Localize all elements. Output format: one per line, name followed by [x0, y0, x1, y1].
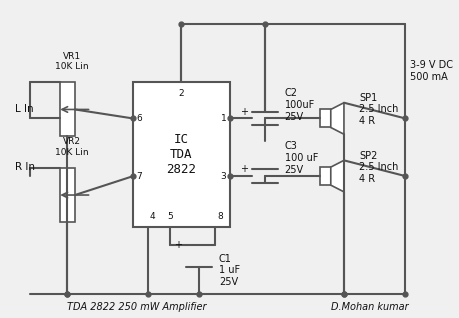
Bar — [319, 109, 330, 128]
Text: +: + — [240, 107, 248, 117]
Text: +: + — [240, 164, 248, 174]
Text: C2
100uF
25V: C2 100uF 25V — [284, 88, 314, 121]
Text: L In: L In — [15, 104, 33, 114]
Text: 2: 2 — [178, 89, 184, 98]
Text: TDA 2822 250 mW Amplifier: TDA 2822 250 mW Amplifier — [67, 302, 206, 312]
Text: 4: 4 — [150, 212, 155, 221]
Text: 3: 3 — [220, 172, 226, 181]
Bar — [60, 168, 75, 222]
Text: R In: R In — [15, 162, 34, 172]
Text: SP1
2.5 Inch
4 R: SP1 2.5 Inch 4 R — [358, 93, 398, 126]
Text: C3
100 uF
25V: C3 100 uF 25V — [284, 142, 317, 175]
Text: 3-9 V DC
500 mA: 3-9 V DC 500 mA — [409, 60, 452, 82]
Bar — [133, 82, 229, 226]
Polygon shape — [330, 103, 343, 134]
Polygon shape — [330, 160, 343, 192]
Text: IC
TDA
2822: IC TDA 2822 — [166, 133, 196, 176]
Text: 6: 6 — [136, 114, 142, 123]
Text: 5: 5 — [167, 212, 173, 221]
Text: SP2
2.5 Inch
4 R: SP2 2.5 Inch 4 R — [358, 150, 398, 184]
Text: 7: 7 — [136, 172, 142, 181]
Bar — [60, 82, 75, 136]
Text: 1: 1 — [220, 114, 226, 123]
Bar — [319, 167, 330, 185]
Text: D.Mohan kumar: D.Mohan kumar — [330, 302, 408, 312]
Text: 8: 8 — [217, 212, 223, 221]
Text: VR1
10K Lin: VR1 10K Lin — [55, 52, 88, 71]
Text: C1
1 uF
25V: C1 1 uF 25V — [218, 253, 240, 287]
Text: +: + — [174, 239, 182, 250]
Text: VR2
10K Lin: VR2 10K Lin — [55, 137, 88, 157]
